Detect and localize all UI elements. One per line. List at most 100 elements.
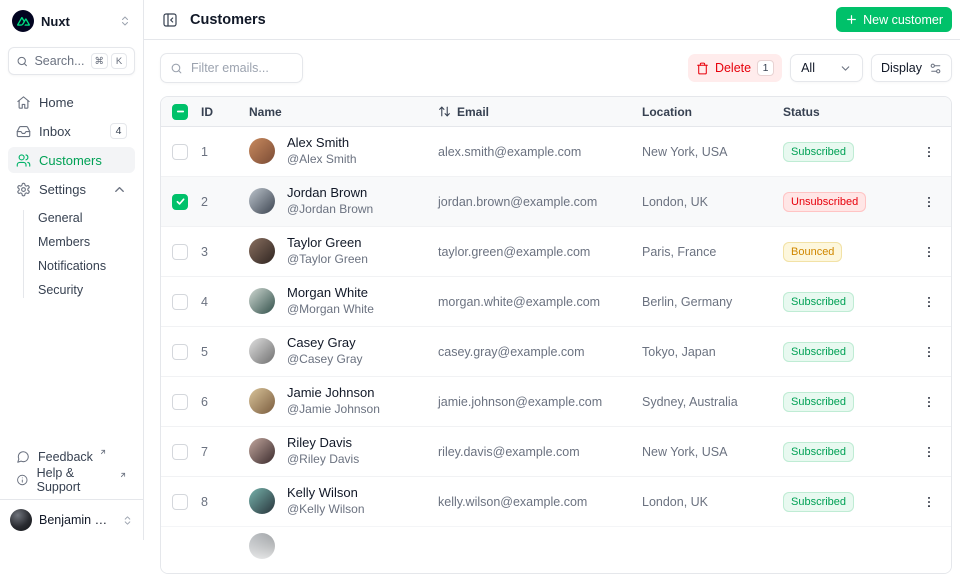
row-actions-button[interactable] [907, 227, 951, 276]
status-badge: Subscribed [783, 341, 855, 362]
sidebar-item-help-support[interactable]: Help & Support [8, 465, 135, 494]
sidebar-item-customers[interactable]: Customers [8, 147, 135, 173]
avatar [249, 488, 275, 515]
customer-location: New York, USA [642, 144, 728, 159]
table-row[interactable]: 2 Jordan Brown @Jordan Brown jordan.brow… [161, 177, 951, 227]
row-id: 1 [201, 144, 208, 159]
sidebar-item-label: Settings [39, 181, 86, 197]
delete-button[interactable]: Delete 1 [687, 54, 783, 82]
settings-subnav: General Members Notifications Security [8, 207, 135, 301]
sidebar-nav: Home Inbox 4 Customers Settings General [8, 89, 135, 301]
avatar [249, 338, 275, 365]
customer-email: jamie.johnson@example.com [438, 394, 603, 409]
row-checkbox[interactable] [172, 493, 188, 510]
table-row[interactable]: 6 Jamie Johnson @Jamie Johnson jamie.joh… [161, 377, 951, 427]
user-menu[interactable]: Benjamin Canac [0, 499, 143, 534]
kebab-menu-icon [928, 446, 930, 457]
customer-name: Alex Smith [287, 135, 350, 151]
footer-item-label: Help & Support [36, 465, 81, 494]
row-checkbox[interactable] [172, 343, 188, 360]
sidebar-item-inbox[interactable]: Inbox 4 [8, 118, 135, 144]
customer-handle: @Riley Davis [287, 452, 360, 467]
filter-emails-input[interactable] [189, 60, 293, 76]
sidebar-item-members[interactable]: Members [38, 235, 91, 249]
kebab-menu-icon [928, 196, 930, 207]
customer-location: New York, USA [642, 444, 728, 459]
workspace-switcher[interactable]: Nuxt [8, 8, 135, 34]
row-id: 3 [201, 244, 208, 259]
select-all-checkbox[interactable] [172, 103, 188, 120]
customer-location: Sydney, Australia [642, 394, 738, 409]
row-id: 8 [201, 494, 208, 509]
external-link-icon [119, 471, 127, 479]
row-actions-button[interactable] [907, 377, 951, 426]
kbd-cmd: ⌘ [90, 53, 108, 69]
row-id: 5 [201, 344, 208, 359]
status-badge: Subscribed [783, 141, 855, 162]
customer-location: Tokyo, Japan [642, 344, 716, 359]
chevrons-up-down-icon [122, 515, 133, 526]
row-checkbox[interactable] [172, 143, 188, 160]
collapse-sidebar-button[interactable] [160, 10, 180, 30]
customer-handle: @Taylor Green [287, 252, 368, 267]
table-row[interactable]: 8 Kelly Wilson @Kelly Wilson kelly.wilso… [161, 477, 951, 527]
table-row[interactable]: 3 Taylor Green @Taylor Green taylor.gree… [161, 227, 951, 277]
nuxt-logo-icon [12, 10, 34, 32]
display-button[interactable]: Display [871, 54, 952, 82]
sidebar-item-settings[interactable]: Settings [8, 176, 135, 202]
row-checkbox[interactable] [172, 443, 188, 460]
customer-location: London, UK [642, 194, 709, 209]
column-header-name: Name [249, 104, 282, 119]
customer-name: Kelly Wilson [287, 485, 358, 501]
chevron-up-icon [112, 182, 127, 197]
row-checkbox[interactable] [172, 193, 188, 210]
customer-handle: @Alex Smith [287, 152, 357, 167]
row-actions-button[interactable] [907, 327, 951, 376]
search-icon [171, 63, 182, 73]
workspace-name: Nuxt [41, 13, 70, 29]
table-row[interactable]: 4 Morgan White @Morgan White morgan.whit… [161, 277, 951, 327]
row-actions-button[interactable] [907, 177, 951, 226]
message-circle-icon [17, 450, 29, 463]
filter-emails-field[interactable] [160, 53, 303, 83]
sidebar-item-home[interactable]: Home [8, 89, 135, 115]
row-actions-button[interactable] [907, 427, 951, 476]
row-checkbox[interactable] [172, 293, 188, 310]
new-customer-button[interactable]: New customer [836, 7, 952, 32]
external-link-icon [99, 448, 107, 456]
toolbar-actions: Delete 1 All Display [687, 54, 952, 82]
customers-table: ID Name Email Location Status 1 Alex Smi… [160, 96, 952, 574]
table-row[interactable]: 5 Casey Gray @Casey Gray casey.gray@exam… [161, 327, 951, 377]
customer-handle: @Jamie Johnson [287, 402, 380, 417]
search-input[interactable]: Search... ⌘ K [8, 47, 135, 75]
status-filter-select[interactable]: All [790, 54, 863, 82]
row-actions-button[interactable] [907, 127, 951, 176]
status-badge: Subscribed [783, 391, 855, 412]
table-row[interactable]: 1 Alex Smith @Alex Smith alex.smith@exam… [161, 127, 951, 177]
table-header-row: ID Name Email Location Status [161, 97, 951, 127]
customer-email: morgan.white@example.com [438, 294, 601, 309]
arrow-up-down-icon [439, 106, 450, 117]
home-icon [17, 95, 30, 109]
sidebar-item-general[interactable]: General [38, 211, 83, 225]
column-header-email-sort[interactable]: Email [438, 105, 642, 119]
row-actions-button[interactable] [907, 477, 951, 526]
inbox-icon [16, 125, 31, 137]
row-checkbox[interactable] [172, 393, 188, 410]
table-row[interactable]: 7 Riley Davis @Riley Davis riley.davis@e… [161, 427, 951, 477]
row-checkbox[interactable] [172, 243, 188, 260]
avatar [249, 188, 275, 215]
sidebar-item-notifications[interactable]: Notifications [38, 259, 107, 273]
customer-name: Casey Gray [287, 335, 356, 351]
status-badge: Subscribed [783, 491, 855, 512]
column-header-id: ID [201, 104, 213, 119]
kebab-menu-icon [928, 146, 930, 157]
sidebar-item-security[interactable]: Security [38, 283, 84, 297]
customer-location: Paris, France [642, 244, 717, 259]
avatar [249, 238, 275, 265]
sidebar-item-feedback[interactable]: Feedback [8, 445, 135, 468]
customer-handle: @Kelly Wilson [287, 502, 365, 517]
chevrons-up-down-icon [119, 15, 131, 27]
row-actions-button[interactable] [907, 277, 951, 326]
